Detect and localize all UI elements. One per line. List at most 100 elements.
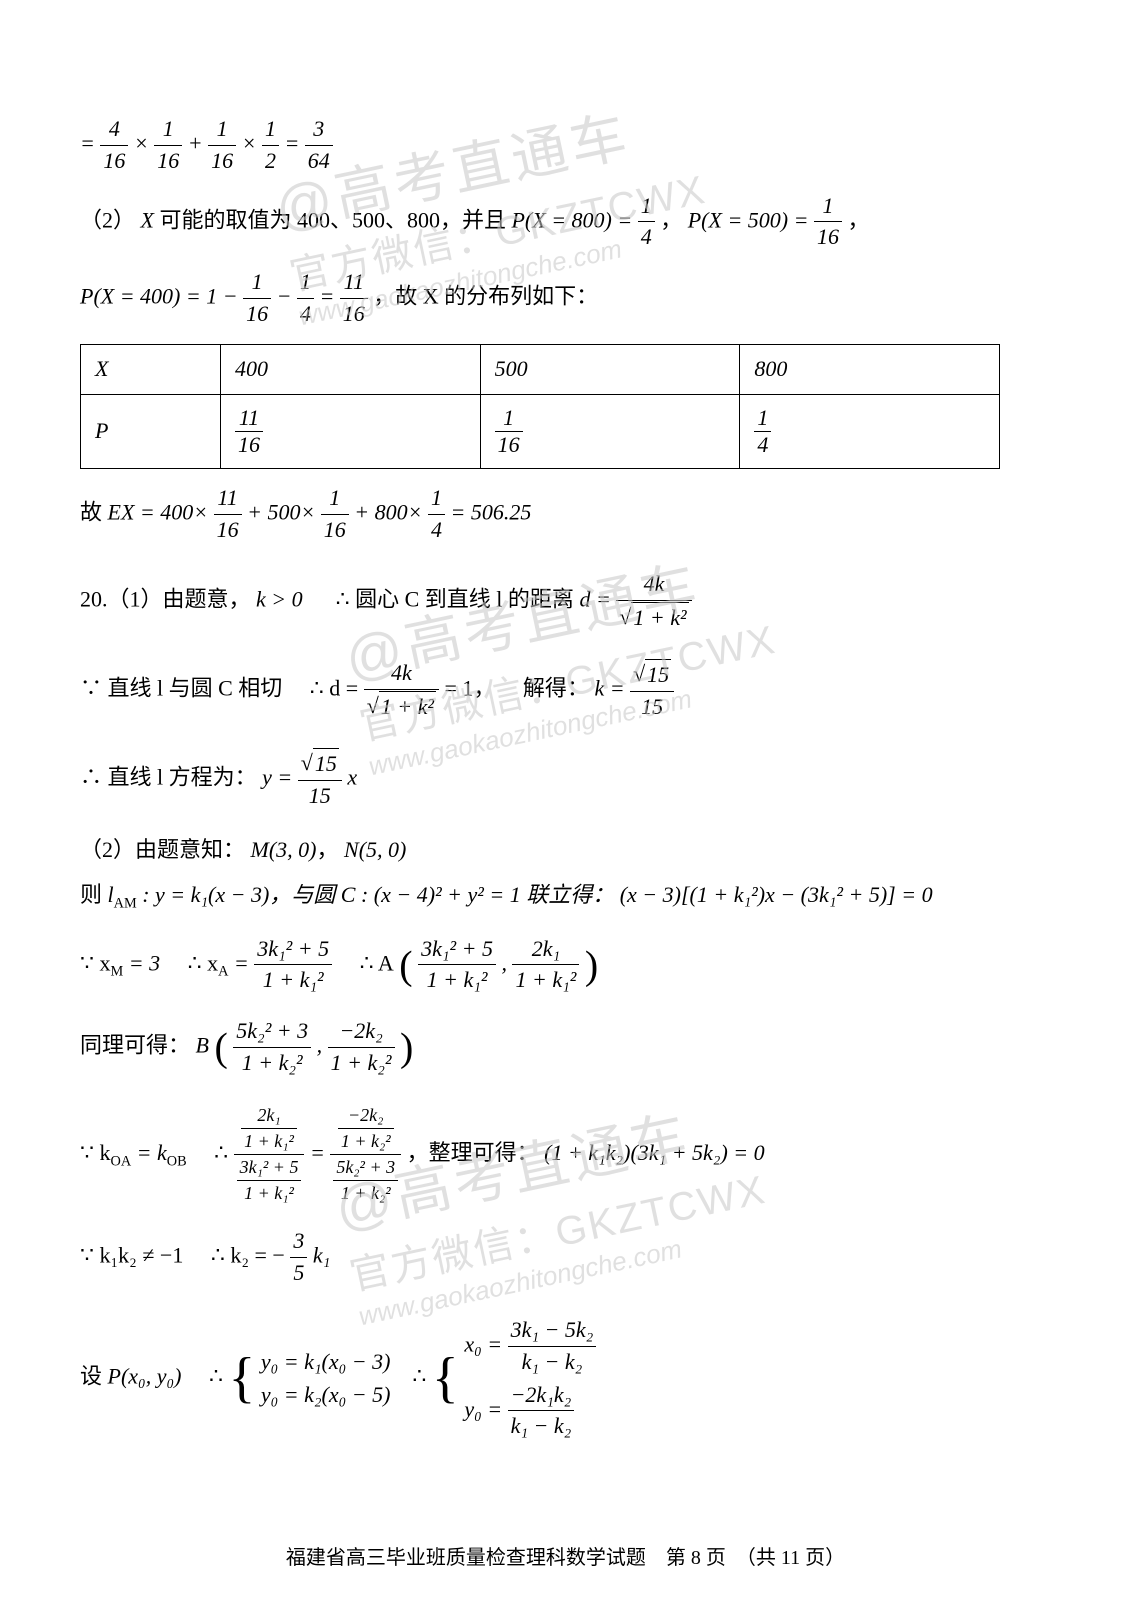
num: 1 — [638, 191, 655, 223]
den: 1 + k₁² — [254, 965, 332, 996]
footer-text: 福建省高三毕业班质量检查理科数学试题 第 8 页 （共 11 页） — [286, 1547, 845, 1569]
watermark-2: @高考直通车 官方微信：GKZTCWX www.gaokaozhitongche… — [337, 528, 787, 782]
eq-top: = 416 × 116 + 116 × 12 = 364 — [80, 114, 1051, 177]
sub: M — [111, 963, 124, 979]
text: y₀ = — [464, 1396, 502, 1421]
line-l: ∴ 直线 l 方程为： y = 15 15 x — [80, 747, 1051, 812]
num: 1 — [814, 191, 842, 223]
text: (x − 3)[(1 + k₁²)x − (3k₁² + 5)] = 0 — [620, 882, 933, 907]
num: 3 — [305, 114, 333, 146]
num: −2k₂ — [338, 1103, 394, 1129]
text: 解得： — [523, 675, 589, 700]
num: 1 — [321, 483, 349, 515]
text: y₀ = k₁(x₀ − 3) — [261, 1349, 391, 1374]
setp-line: 设 P(x₀, y₀) ∴ { y₀ = k₁(x₀ − 3) y₀ = k₂(… — [80, 1313, 1051, 1444]
q20-2: （2）由题意知： M(3, 0)， N(5, 0) — [80, 835, 1051, 866]
text: B — [196, 1032, 209, 1057]
den: k₁ − k₂ — [508, 1411, 575, 1442]
den: 5 — [290, 1258, 307, 1289]
cell: 500 — [480, 344, 740, 394]
text: = 3 — [123, 950, 160, 975]
den: 1 + k₁² — [418, 965, 496, 996]
text: 可能的取值为 400、500、800，并且 — [159, 207, 506, 232]
line-2: （2） X 可能的取值为 400、500、800，并且 P(X = 800) =… — [80, 191, 1051, 254]
num: 3k₁² + 5 — [254, 934, 332, 966]
text: = — [228, 950, 248, 975]
den: 16 — [321, 515, 349, 546]
text: k = — [594, 675, 624, 700]
text: 故 — [80, 499, 102, 524]
num: −2k₁k₂ — [508, 1380, 575, 1412]
text: ∵ k — [80, 1140, 111, 1165]
num: 5k₂² + 3 — [233, 1016, 311, 1048]
text: （2） — [80, 207, 135, 232]
text: 20.（1）由题意， — [80, 587, 251, 612]
num: 2k₁ — [512, 934, 579, 966]
text: ∵ x — [80, 950, 111, 975]
den: 4 — [428, 515, 445, 546]
text: 则 — [80, 882, 102, 907]
tangent-line: ∵ 直线 l 与圆 C 相切 ∴ d = 4k 1 + k² = 1， 解得： … — [80, 658, 1051, 723]
num: 1 — [262, 114, 279, 146]
num: 11 — [340, 267, 368, 299]
den: 2 — [262, 146, 279, 177]
den: 15 — [630, 692, 674, 723]
text: ∴ x — [188, 950, 219, 975]
num: 5k₂² + 3 — [333, 1155, 398, 1181]
num: 1 — [754, 405, 771, 432]
den: 1 + k₂² — [328, 1048, 395, 1079]
text: （2）由题意知： — [80, 837, 245, 862]
den: 16 — [340, 299, 368, 330]
text: y₀ = k₂(x₀ − 5) — [261, 1382, 391, 1407]
text: 同理可得： — [80, 1032, 190, 1057]
q20-1: 20.（1）由题意， k > 0 ∴ 圆心 C 到直线 l 的距离 d = 4k… — [80, 569, 1051, 634]
den: 4 — [638, 222, 655, 253]
num: −2k₂ — [328, 1016, 395, 1048]
text: x — [347, 764, 357, 789]
text: x₀ = — [464, 1331, 502, 1356]
text: 设 — [80, 1364, 102, 1389]
page: @高考直通车 官方微信：GKZTCWX www.gaokaozhitongche… — [0, 0, 1131, 1600]
rad: 15 — [313, 748, 339, 780]
text: y = — [262, 764, 292, 789]
den: 1 + k₁² — [512, 965, 579, 996]
lam-line: 则 lAM : y = k₁(x − 3)，与圆 C : (x − 4)² + … — [80, 880, 1051, 913]
text: k₁ — [313, 1243, 330, 1268]
line-3: P(X = 400) = 1 − 116 − 14 = 1116 ，故 X 的分… — [80, 267, 1051, 330]
text: + 800× — [354, 499, 422, 524]
text: ∴ k₂ = − — [211, 1243, 285, 1268]
num: 2k₁ — [241, 1103, 297, 1129]
text: ∴ A — [360, 950, 394, 975]
den: 16 — [235, 432, 263, 458]
text: ∴ d = — [310, 675, 358, 700]
num: 3k₁ − 5k₂ — [508, 1315, 597, 1347]
text: EX = 400× — [108, 499, 209, 524]
cell: X — [81, 344, 221, 394]
num: 1 — [154, 114, 182, 146]
text: N(5, 0) — [344, 837, 406, 862]
text: ∴ — [214, 1140, 228, 1165]
sub: A — [218, 963, 228, 979]
num: 1 — [243, 267, 271, 299]
text: ∵ k₁k₂ ≠ −1 — [80, 1243, 183, 1268]
text: = k — [137, 1140, 167, 1165]
sub: OB — [167, 1153, 187, 1169]
den: 4 — [297, 299, 314, 330]
num: 3 — [290, 1226, 307, 1258]
rad: 1 + k² — [379, 691, 436, 723]
text: = 1， — [445, 675, 496, 700]
page-footer: 福建省高三毕业班质量检查理科数学试题 第 8 页 （共 11 页） — [0, 1541, 1131, 1570]
text: = — [80, 130, 95, 155]
num: 11 — [214, 483, 242, 515]
text: (1 + k₁k₂)(3k₁ + 5k₂) = 0 — [544, 1140, 765, 1165]
num: 3k₁² + 5 — [418, 934, 496, 966]
text: k > 0 — [256, 587, 303, 612]
text: ∴ — [209, 1364, 223, 1389]
num: 4k — [616, 569, 691, 601]
den: 15 — [298, 781, 342, 812]
den: 16 — [814, 222, 842, 253]
cell: P — [81, 394, 221, 468]
den: 16 — [495, 432, 523, 458]
den: 64 — [305, 146, 333, 177]
text: : y = k₁(x − 3)，与圆 C : (x − 4)² + y² = 1… — [142, 882, 614, 907]
